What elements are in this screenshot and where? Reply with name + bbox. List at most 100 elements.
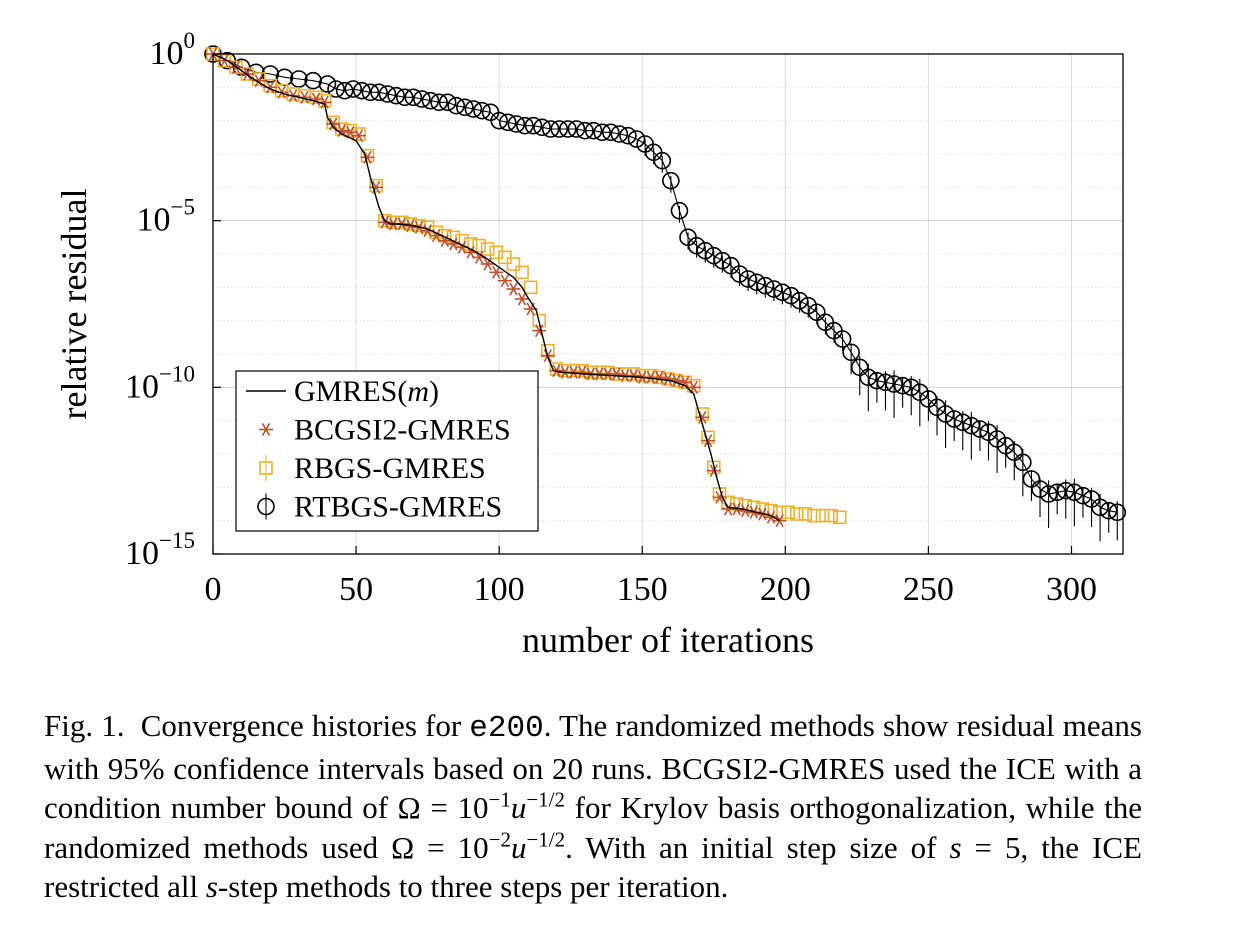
rtbgs-gmres-marker [747, 273, 766, 292]
rtbgs-gmres-marker [430, 93, 448, 112]
rbgs-gmres-marker [286, 87, 300, 101]
caption-text: -step methods to three steps per iterati… [217, 869, 729, 904]
axis-ticks: 0 50 100 150 200 250 300 100 10−5 10−10 10−15 [125, 28, 1097, 608]
rbgs-gmres-marker [601, 365, 615, 380]
rbgs-gmres-marker [472, 238, 486, 253]
rbgs-gmres-marker [369, 178, 383, 193]
rtbgs-gmres-marker [601, 123, 620, 142]
bcgsi2-gmres-marker [609, 367, 624, 381]
rtbgs-gmres-marker [765, 280, 783, 298]
rbgs-gmres-marker [506, 257, 521, 271]
rbgs-gmres-marker [480, 242, 495, 256]
rtbgs-gmres-marker [1031, 480, 1049, 498]
caption-exponent: −1 [488, 787, 511, 812]
caption-variable: u [510, 829, 527, 865]
rtbgs-gmres-marker [1056, 481, 1075, 500]
caption-exponent: −1/2 [526, 827, 566, 852]
y-tick-label: 10−15 [125, 528, 195, 572]
rbgs-gmres-marker [489, 245, 504, 260]
rtbgs-gmres-marker [404, 88, 423, 107]
rtbgs-gmres-marker [945, 410, 963, 428]
rtbgs-gmres-marker [421, 91, 440, 110]
bcgsi2-gmres-marker [326, 117, 341, 131]
rbgs-gmres-marker [566, 363, 581, 378]
axes-box [212, 53, 1124, 555]
y-tick-label: 100 [150, 28, 196, 72]
x-tick-label: 200 [760, 571, 811, 608]
rtbgs-gmres-marker [1108, 503, 1127, 522]
caption-exponent: −1/2 [526, 787, 566, 812]
rbgs-gmres-marker [789, 507, 804, 521]
rbgs-gmres-marker [832, 510, 847, 525]
rtbgs-gmres-marker [850, 358, 869, 377]
bcgsi2-gmres-marker [360, 150, 375, 164]
rbgs-gmres-marker [523, 280, 538, 295]
rtbgs-gmres-marker [559, 120, 577, 138]
rtbgs-gmres-marker [387, 86, 405, 105]
rtbgs-gmres-marker [962, 416, 981, 435]
bcgsi2-gmres-marker [695, 410, 710, 424]
gmres-line [212, 53, 780, 522]
rtbgs-gmres-marker [842, 343, 860, 362]
caption-variable: s [205, 869, 218, 904]
rbgs-gmres-marker [824, 508, 838, 523]
rtbgs-gmres-marker [413, 90, 431, 108]
rtbgs-gmres-marker [696, 241, 715, 260]
rtbgs-gmres-marker [361, 83, 380, 102]
caption-exponent: −2 [488, 827, 511, 852]
rtbgs-gmres-marker [876, 373, 895, 392]
rtbgs-gmres-marker [593, 123, 611, 142]
rtbgs-gmres-marker [893, 376, 912, 395]
rtbgs-gmres-marker [782, 286, 800, 305]
legend-label: GMRES(m) [294, 375, 439, 408]
rtbgs-gmres-marker [953, 413, 972, 432]
rtbgs-gmres-marker [550, 120, 569, 138]
caption-variable: s [949, 829, 962, 865]
rtbgs-gmres-marker [1074, 486, 1092, 505]
bcgsi2-gmres-marker [217, 54, 232, 68]
legend-box [235, 370, 539, 532]
bcgsi2-gmres-marker [661, 372, 675, 386]
y-tick-label: 10−5 [137, 195, 195, 239]
caption-text: . With an initial step size of [565, 829, 950, 865]
rtbgs-gmres-marker [524, 116, 543, 135]
caption-variable: u [510, 790, 527, 825]
legend-label: BCGSI2-GMRES [294, 414, 511, 447]
rtbgs-gmres-marker [370, 83, 388, 102]
rtbgs-gmres-marker [790, 291, 809, 310]
bcgsi2-gmres-marker [251, 74, 266, 88]
rbgs-gmres-marker [429, 225, 444, 240]
rbgs-gmres-marker [706, 460, 721, 475]
rtbgs-gmres-marker [318, 75, 337, 93]
x-tick-label: 150 [617, 571, 668, 608]
rtbgs-gmres-marker [353, 81, 371, 100]
rtbgs-gmres-marker [507, 115, 526, 133]
rtbgs-gmres-marker [344, 80, 363, 98]
legend-circle-icon [257, 497, 275, 516]
bcgsi2-gmres-marker [515, 292, 530, 306]
rtbgs-gmres-marker [464, 100, 483, 118]
x-tick-label: 100 [474, 571, 525, 608]
rtbgs-gmres-marker [1048, 483, 1066, 502]
x-tick-label: 300 [1046, 571, 1097, 608]
rtbgs-gmres-marker [1099, 501, 1118, 520]
rtbgs-gmres-marker [833, 330, 852, 348]
caption-text: for Krylov basis orthogonalization, whil… [44, 790, 1142, 865]
rtbgs-gmres-marker [610, 125, 629, 143]
rbgs-gmres-marker [532, 313, 547, 328]
rbgs-gmres-marker [695, 407, 710, 421]
bcgsi2-gmres-marker [351, 129, 366, 143]
rtbgs-gmres-marker [261, 65, 280, 83]
rtbgs-gmres-marker [584, 121, 603, 140]
bcgsi2-gmres-marker [575, 365, 590, 379]
rtbgs-gmres-marker [304, 71, 322, 90]
rtbgs-gmres-marker [378, 85, 397, 103]
rtbgs-gmres-marker [687, 236, 706, 255]
rtbgs-gmres-marker [533, 118, 551, 137]
rtbgs-gmres-marker [653, 151, 672, 170]
legend-label: RTBGS-GMRES [294, 491, 502, 524]
bcgsi2-gmres-marker [678, 375, 693, 389]
bcgsi2-gmres-marker [652, 370, 667, 384]
x-tick-label: 0 [205, 571, 222, 608]
rbgs-gmres-marker [644, 368, 658, 383]
